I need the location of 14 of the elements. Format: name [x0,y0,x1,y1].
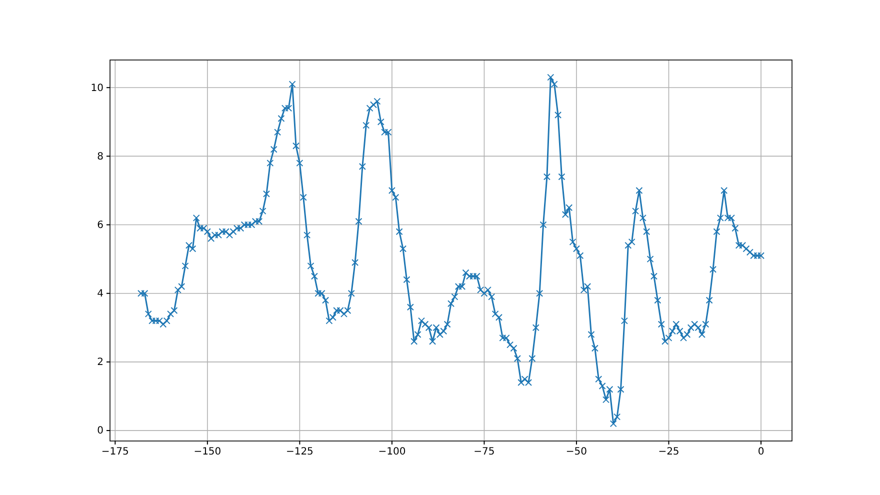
x-tick-label: −150 [194,446,222,458]
y-tick-label: 0 [97,426,104,437]
x-tick-label: −100 [378,446,406,458]
x-tick-label: −25 [658,446,680,458]
y-tick-label: 2 [97,357,104,368]
x-tick-label: −125 [286,446,314,458]
x-tick-label: −50 [566,446,588,458]
y-tick-label: 4 [97,288,104,300]
y-tick-label: 10 [90,82,104,94]
y-tick-label: 8 [97,151,104,162]
x-tick-label: −75 [474,446,495,458]
x-tick-label: 0 [758,446,764,458]
x-tick-label: −175 [101,446,129,458]
y-tick-label: 6 [97,220,104,231]
